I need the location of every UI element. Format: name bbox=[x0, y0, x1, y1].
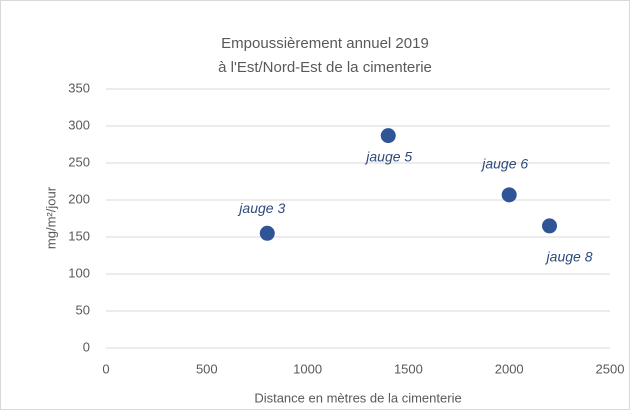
y-tick-label: 250 bbox=[68, 154, 90, 169]
x-tick-label: 1500 bbox=[394, 361, 423, 376]
x-tick-label: 2000 bbox=[495, 361, 524, 376]
y-tick-label: 100 bbox=[68, 265, 90, 280]
y-tick-label: 200 bbox=[68, 191, 90, 206]
point-label: jauge 8 bbox=[545, 249, 593, 265]
point-label: jauge 3 bbox=[237, 200, 285, 216]
x-tick-label: 0 bbox=[102, 361, 109, 376]
chart-title: à l'Est/Nord-Est de la cimenterie bbox=[218, 59, 432, 76]
point bbox=[501, 187, 517, 203]
point-label: jauge 5 bbox=[364, 148, 412, 164]
x-tick-label: 1000 bbox=[293, 361, 322, 376]
y-axis-label: mg/m²/jour bbox=[43, 186, 58, 249]
point bbox=[542, 218, 558, 234]
x-tick-label: 500 bbox=[196, 361, 218, 376]
y-tick-label: 300 bbox=[68, 117, 90, 132]
y-tick-label: 150 bbox=[68, 228, 90, 243]
y-tick-label: 0 bbox=[83, 339, 90, 354]
x-axis-label: Distance en mètres de la cimenterie bbox=[254, 390, 461, 405]
point bbox=[380, 128, 396, 144]
point bbox=[259, 225, 275, 241]
y-tick-label: 50 bbox=[76, 302, 90, 317]
y-tick-label: 350 bbox=[68, 80, 90, 95]
chart-title: Empoussièrement annuel 2019 bbox=[221, 35, 429, 52]
point-label: jauge 6 bbox=[480, 156, 528, 172]
x-tick-label: 2500 bbox=[596, 361, 625, 376]
